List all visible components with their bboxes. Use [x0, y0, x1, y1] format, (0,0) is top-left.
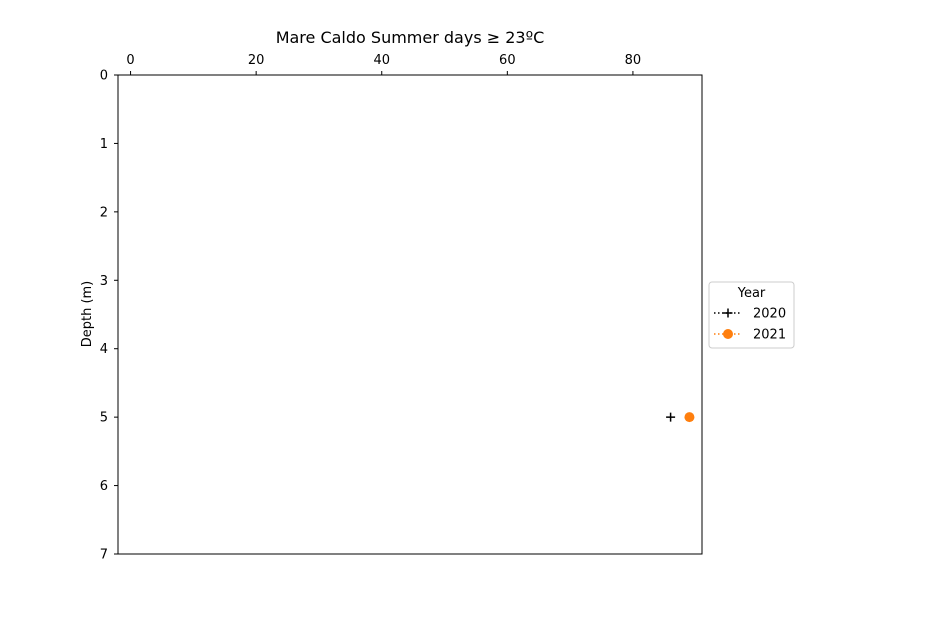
y-tick-label: 2 — [100, 205, 108, 220]
legend-item: 2021 — [714, 328, 786, 343]
plot-frame — [117, 74, 703, 555]
data-points — [666, 412, 695, 423]
y-tick-label: 7 — [100, 548, 108, 563]
y-tick-label: 1 — [100, 137, 108, 152]
x-tick-label: 40 — [373, 53, 390, 68]
x-tick-label: 0 — [126, 53, 134, 68]
y-tick-label: 6 — [100, 479, 108, 494]
x-tick-label: 60 — [499, 53, 516, 68]
x-tick-label: 20 — [248, 53, 265, 68]
y-tick-label: 5 — [100, 411, 108, 426]
data-point — [684, 412, 695, 423]
y-tick-label: 3 — [100, 274, 108, 289]
data-point — [666, 412, 676, 422]
chart-title: Mare Caldo Summer days ≥ 23ºC — [276, 28, 545, 47]
x-axis: 0 20 40 60 80 — [126, 53, 641, 75]
x-tick-label: 80 — [625, 53, 642, 68]
legend: Year 2020 2021 — [708, 281, 795, 349]
legend-title: Year — [737, 286, 766, 301]
y-tick-label: 0 — [100, 69, 108, 84]
y-axis-label: Depth (m) — [80, 281, 95, 348]
legend-label: 2020 — [753, 307, 786, 322]
y-axis: 0 1 2 3 4 5 6 7 — [100, 69, 118, 563]
legend-marker — [723, 308, 733, 318]
y-tick-label: 4 — [100, 342, 108, 357]
legend-item: 2020 — [714, 307, 786, 322]
legend-marker — [723, 329, 733, 339]
legend-label: 2021 — [753, 328, 786, 343]
